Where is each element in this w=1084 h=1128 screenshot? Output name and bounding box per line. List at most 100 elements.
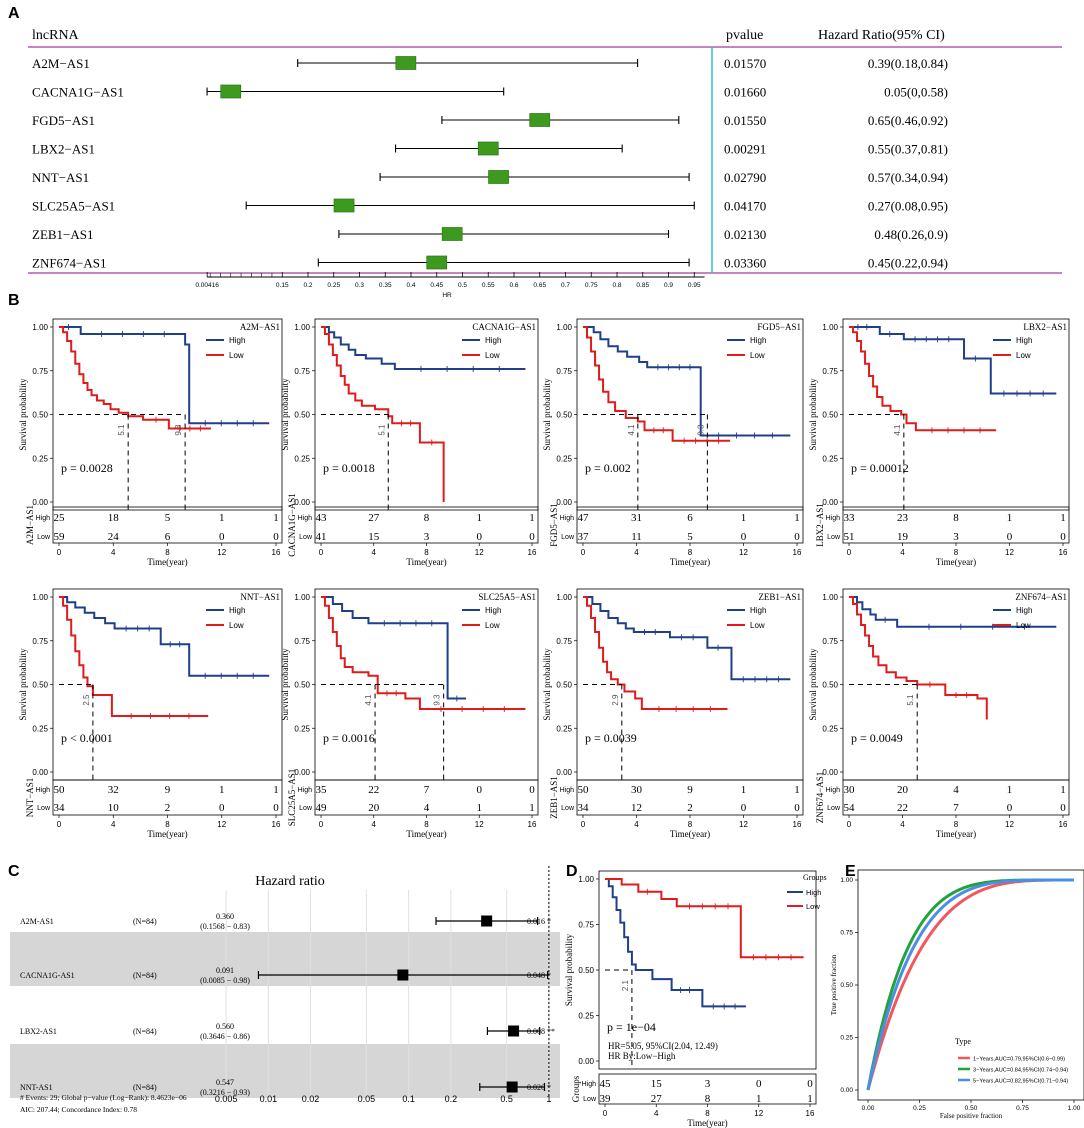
km-risk-high-count: 8 (953, 512, 959, 524)
km-risk-high-count: 1 (1007, 512, 1013, 524)
km-risk-title: ZEB1−AS1 (549, 776, 559, 819)
c-row-ci: (0.3216 − 0.93) (200, 1088, 250, 1097)
c-row-pvalue: 0.016 * (527, 917, 551, 926)
km-x-axis-title: Time(year) (147, 557, 187, 567)
km-x-tick-label: 8 (424, 820, 429, 829)
km-risk-title: ZNF674−AS1 (815, 772, 825, 824)
km-risk-low-count: 24 (108, 531, 120, 543)
km-risk-high-label: High (560, 787, 575, 794)
km-y-tick-label: 0.00 (556, 498, 572, 507)
c-axis-tick-label: 0.01 (260, 1094, 278, 1104)
km-risk-high-count: 30 (631, 784, 643, 796)
km-risk-high-count: 4 (953, 784, 959, 796)
forest-row-hr-text: 0.48(0.26,0.9) (874, 227, 948, 242)
km-y-tick-label: 0.75 (822, 637, 838, 646)
km-risk-high-count: 3 (705, 1078, 711, 1090)
km-plot-6: 0.00 0.25 0.50 0.75 1.00 Survival probability… (542, 588, 804, 839)
km-y-tick-label: 0.50 (32, 681, 48, 690)
km-x-axis-title: Time(year) (670, 829, 710, 839)
km-y-tick-label: 1.00 (822, 593, 838, 602)
km-legend-low: Low (485, 351, 500, 360)
forest-point (529, 113, 551, 127)
forest-axis-tick-label: 0.85 (636, 282, 649, 289)
km-y-axis-title: Survival probability (18, 378, 28, 451)
forest-axis-tick-label: 0.2 (303, 282, 312, 289)
km-risk-low-count: 0 (741, 531, 747, 543)
km-x-tick-label: 16 (528, 820, 537, 829)
km-x-axis-title: Time(year) (670, 557, 710, 567)
km-risk-high-label: High (36, 787, 51, 794)
km-risk-high-count: 1 (794, 784, 800, 796)
km-legend-high: High (229, 336, 245, 345)
km-risk-high-count: 22 (368, 784, 379, 796)
km-x-tick-label: 12 (475, 820, 484, 829)
km-risk-high-count: 1 (477, 512, 483, 524)
km-curve-low (59, 326, 211, 430)
km-risk-low-label: Low (827, 805, 841, 812)
c-footnote-events: # Events: 29; Global p−value (Log−Rank):… (20, 1093, 187, 1102)
km-plot-7: 0.00 0.25 0.50 0.75 1.00 Survival probability… (808, 588, 1070, 839)
forest-row-pvalue: 0.01570 (724, 56, 766, 71)
km-curve-high (321, 596, 467, 700)
km-x-tick-label: 8 (954, 548, 959, 557)
km-risk-title: CACNA1G−AS1 (287, 493, 297, 557)
c-row-name: A2M-AS1 (20, 917, 54, 926)
km-risk-high-label: High (298, 515, 313, 522)
km-risk-high-label: High (582, 1081, 597, 1088)
km-x-axis-title: Time(year) (406, 557, 446, 567)
km-risk-low-count: 1 (807, 1093, 813, 1105)
km-x-tick-label: 4 (372, 820, 377, 829)
km-x-tick-label: 8 (424, 548, 429, 557)
km-y-axis-title: Survival probability (18, 648, 28, 721)
d-hr-by: HR By:Low−High (608, 1051, 676, 1061)
km-median-label: 2.9 (611, 694, 620, 706)
km-risk-low-count: 11 (631, 531, 642, 543)
km-x-tick-label: 12 (1005, 820, 1014, 829)
km-risk-low-count: 27 (651, 1093, 663, 1105)
km-risk-high-count: 1 (741, 512, 747, 524)
km-y-tick-label: 0.75 (294, 367, 310, 376)
km-risk-low-count: 0 (1007, 531, 1013, 543)
km-x-axis-title: Time(year) (936, 829, 976, 839)
forest-row-name: CACNA1G−AS1 (32, 85, 124, 100)
km-curve-high (583, 326, 791, 437)
km-pvalue: p = 0.0039 (585, 731, 637, 745)
km-x-tick-label: 8 (954, 820, 959, 829)
km-curve-low (583, 326, 731, 442)
forest-row-hr-text: 0.39(0.18,0.84) (868, 56, 948, 71)
km-median-label: 2.5 (82, 694, 91, 706)
km-risk-high-count: 23 (897, 512, 909, 524)
km-pvalue: p = 0.0028 (61, 461, 113, 475)
roc-y-tick-label: 1.00 (840, 877, 853, 884)
c-axis-tick-label: 0.005 (215, 1094, 238, 1104)
km-risk-low-count: 0 (219, 802, 225, 814)
c-axis-tick-label: 0.05 (358, 1094, 376, 1104)
roc-y-tick-label: 0.25 (840, 1035, 853, 1042)
km-median-label: 9.3 (696, 424, 705, 436)
km-legend-low: Low (485, 621, 500, 630)
km-legend-low: Low (750, 351, 765, 360)
km-y-tick-label: 0.00 (822, 768, 838, 777)
forest-axis-tick-label: 0.35 (379, 282, 392, 289)
km-risk-high-count: 18 (108, 512, 120, 524)
km-x-tick-label: 0 (319, 820, 324, 829)
forest-axis-tick-label: 0.4 (406, 282, 415, 289)
km-y-axis-title: Survival probability (280, 378, 290, 451)
km-x-tick-label: 4 (634, 820, 639, 829)
km-median-label: 4.1 (627, 424, 636, 436)
c-row-n: (N=84) (133, 1083, 157, 1092)
km-risk-low-label: Low (561, 534, 575, 541)
km-risk-low-count: 7 (953, 802, 959, 814)
km-gene-title: LBX2−AS1 (1023, 322, 1067, 332)
km-risk-low-count: 2 (165, 802, 171, 814)
km-risk-title: A2M−AS1 (25, 505, 35, 545)
km-risk-title: LBX2−AS1 (815, 503, 825, 547)
d-hr-text: HR=5.05, 95%CI(2.04, 12.49) (608, 1041, 718, 1051)
km-median-label: 9.3 (174, 424, 183, 436)
c-row-name: LBX2-AS1 (20, 1027, 57, 1036)
c-row-estimate: 0.547 (216, 1078, 234, 1087)
roc-legend-label: 1−Years,AUC=0.79,95%CI(0.6−0.99) (973, 1057, 1065, 1063)
km-x-tick-label: 0 (581, 548, 586, 557)
km-curve-low (583, 596, 728, 710)
panel-label-A: A (8, 5, 20, 22)
